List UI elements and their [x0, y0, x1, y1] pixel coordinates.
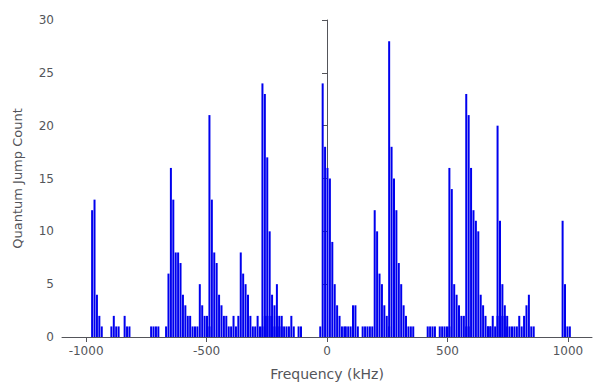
svg-text:30: 30 — [39, 13, 54, 27]
svg-text:Frequency (kHz): Frequency (kHz) — [270, 366, 384, 382]
svg-text:25: 25 — [39, 66, 54, 80]
svg-text:0: 0 — [323, 344, 331, 358]
svg-text:20: 20 — [39, 119, 54, 133]
svg-text:0: 0 — [46, 330, 54, 344]
svg-text:10: 10 — [39, 224, 54, 238]
svg-text:1000: 1000 — [553, 344, 584, 358]
svg-text:15: 15 — [39, 172, 54, 186]
svg-text:Quantum Jump Count: Quantum Jump Count — [10, 108, 25, 249]
svg-text:-1000: -1000 — [69, 344, 104, 358]
svg-text:-500: -500 — [193, 344, 220, 358]
svg-text:500: 500 — [436, 344, 459, 358]
svg-text:5: 5 — [46, 277, 54, 291]
